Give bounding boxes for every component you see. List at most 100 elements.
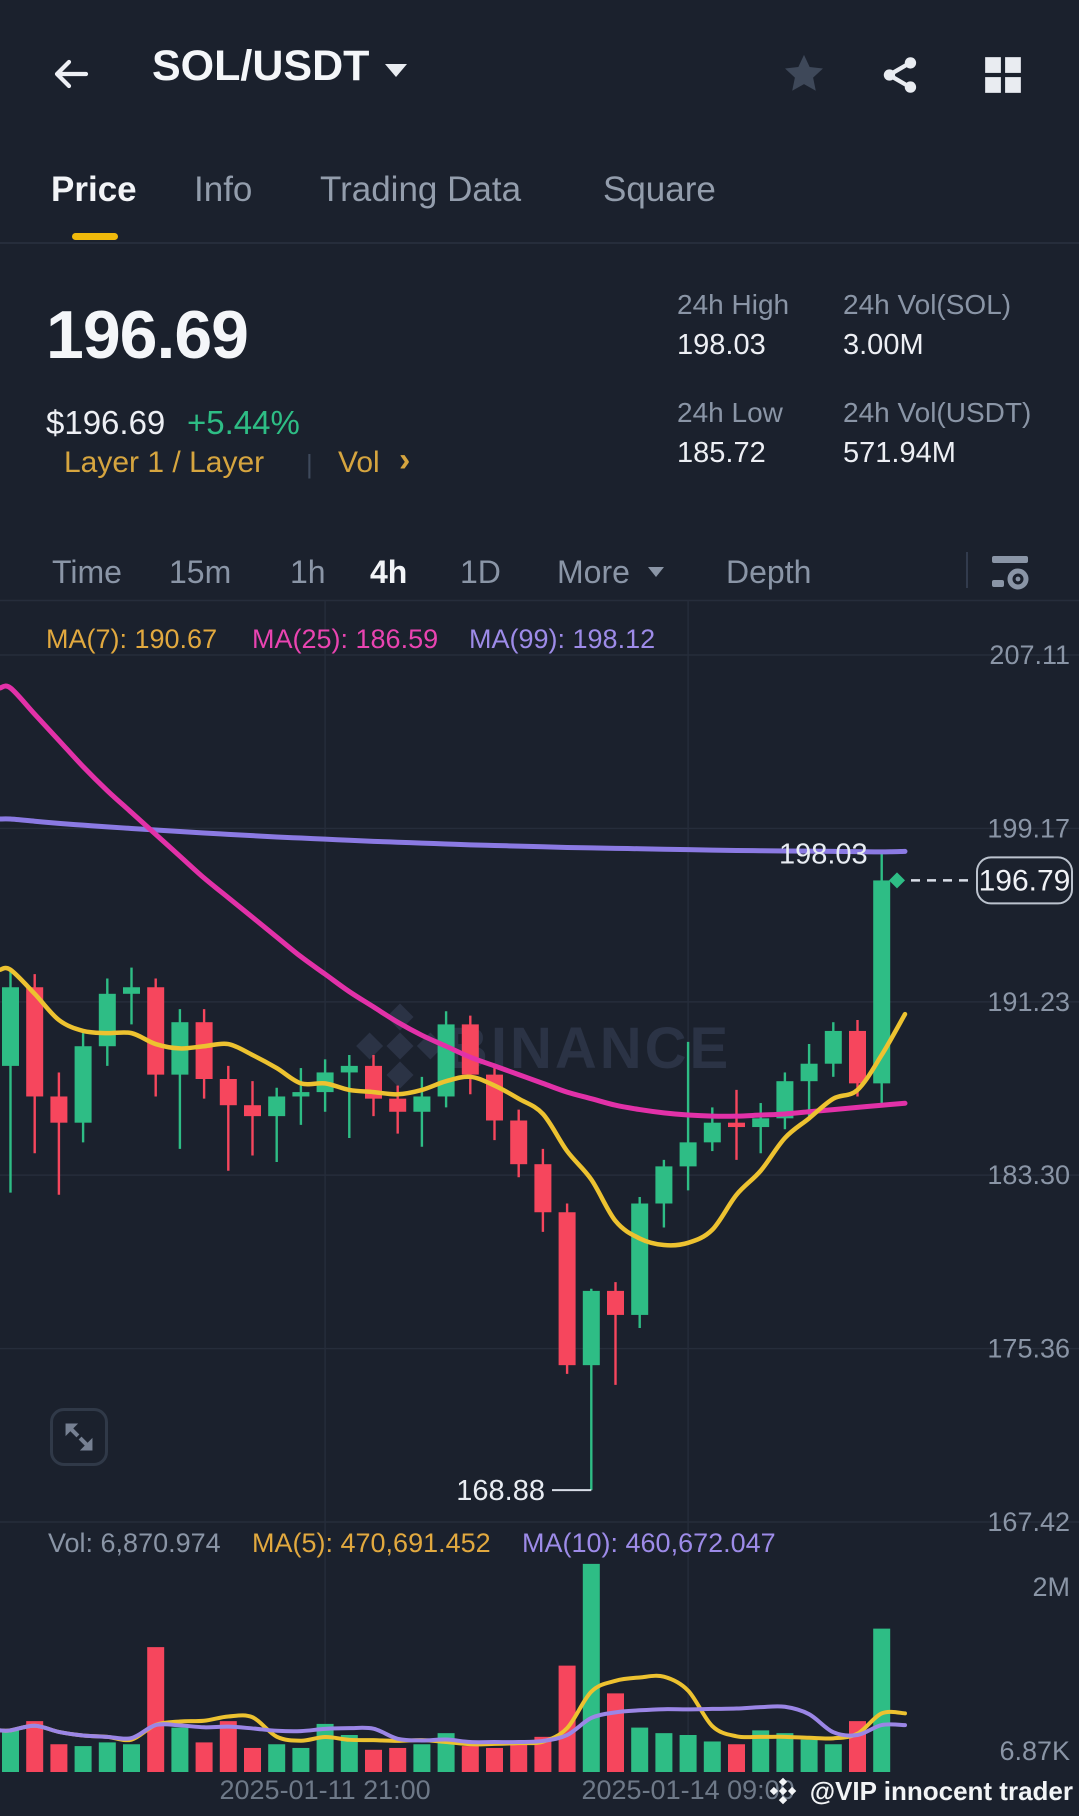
change-percent: +5.44% — [187, 404, 300, 441]
volume-bar — [26, 1721, 44, 1772]
grid-lines — [0, 599, 1079, 1772]
candle — [510, 1120, 528, 1165]
volume-bar — [98, 1742, 116, 1772]
stat-24h-vol-usdt: 24h Vol(USDT) 571.94M — [843, 396, 1073, 470]
volume-bar — [582, 1563, 600, 1772]
legend-vol: Vol: 6,870.974 — [48, 1528, 221, 1558]
chevron-right-icon[interactable]: › — [399, 441, 411, 479]
last-price: 196.69 — [46, 297, 249, 373]
svg-text:207.11: 207.11 — [989, 640, 1070, 670]
back-button[interactable] — [46, 50, 94, 98]
candle — [776, 1081, 794, 1119]
stat-24h-low: 24h Low 185.72 — [677, 396, 907, 470]
interval-time[interactable]: Time — [52, 554, 122, 590]
candle — [582, 1290, 600, 1366]
volume-bar — [171, 1727, 189, 1772]
candles — [2, 853, 891, 1491]
tab-trading-data[interactable]: Trading Data — [320, 170, 522, 209]
volume-bar — [703, 1741, 721, 1772]
active-tab-underline — [72, 233, 118, 240]
candle — [195, 1022, 213, 1079]
candle — [98, 993, 116, 1047]
candle — [74, 1046, 92, 1123]
stat-label: 24h Vol(SOL) — [843, 289, 1012, 320]
markets-grid-button[interactable] — [980, 52, 1026, 98]
volume-bar — [607, 1693, 624, 1772]
svg-text:196.79: 196.79 — [979, 864, 1071, 897]
volume-bar — [776, 1733, 794, 1772]
candle — [558, 1212, 576, 1366]
more-chevron-down-icon[interactable] — [648, 567, 664, 577]
tag-divider: | — [306, 449, 313, 479]
candle — [389, 1098, 407, 1112]
svg-text:183.30: 183.30 — [987, 1160, 1070, 1190]
volume-bar — [123, 1744, 140, 1772]
tab-square[interactable]: Square — [603, 170, 716, 209]
volume-bar — [873, 1628, 891, 1772]
candle — [413, 1096, 431, 1112]
volume-bar — [50, 1744, 68, 1772]
volume-bar — [147, 1647, 165, 1772]
tab-price[interactable]: Price — [51, 170, 137, 209]
svg-text:2025-01-14 09:00: 2025-01-14 09:00 — [582, 1775, 795, 1805]
volume-bar — [74, 1746, 92, 1772]
candle — [873, 880, 891, 1084]
interval-4h[interactable]: 4h — [370, 554, 408, 590]
expand-arrows-icon — [65, 1423, 93, 1451]
svg-text:2025-01-11 21:00: 2025-01-11 21:00 — [220, 1775, 431, 1805]
stat-24h-vol-sol: 24h Vol(SOL) 3.00M — [843, 288, 1073, 362]
interval-1d[interactable]: 1D — [460, 554, 501, 590]
candle — [219, 1078, 237, 1106]
candle — [147, 987, 165, 1075]
indicators-icon — [992, 556, 1029, 590]
candle — [607, 1290, 624, 1315]
volume-bar — [534, 1736, 552, 1772]
pair-title: SOL/USDT — [152, 42, 370, 90]
volume-bar — [219, 1721, 237, 1772]
tabs-divider — [0, 242, 1079, 244]
volume-bar — [824, 1744, 842, 1772]
interval-15m[interactable]: 15m — [169, 554, 232, 590]
volume-bar — [268, 1744, 286, 1772]
credit-text: @VIP innocent trader — [809, 1775, 1073, 1806]
stat-label: 24h High — [677, 289, 790, 320]
volume-bar — [486, 1747, 503, 1772]
candle — [824, 1030, 842, 1064]
indicator-settings-button[interactable] — [988, 550, 1032, 594]
candle — [123, 987, 140, 994]
stat-label: 24h Vol(USDT) — [843, 397, 1032, 428]
stat-value: 198.03 — [677, 329, 766, 361]
candle — [437, 1024, 455, 1097]
depth-button[interactable]: Depth — [726, 554, 812, 590]
stat-value: 571.94M — [843, 437, 956, 469]
candle — [50, 1096, 68, 1123]
candle — [461, 1024, 479, 1075]
volume-bar — [631, 1727, 649, 1772]
volume-bar — [655, 1733, 673, 1772]
svg-text:198.03: 198.03 — [779, 838, 868, 870]
candle — [2, 987, 19, 1066]
fullscreen-expand-button[interactable] — [50, 1408, 108, 1466]
svg-text:191.23: 191.23 — [987, 987, 1070, 1017]
vol-link[interactable]: Vol — [338, 446, 380, 479]
interval-1h[interactable]: 1h — [290, 554, 326, 590]
volume-bar — [195, 1742, 213, 1772]
volume-bar — [244, 1747, 261, 1772]
pair-selector[interactable]: SOL/USDT — [152, 42, 408, 91]
share-button[interactable] — [878, 52, 924, 98]
legend-vol-ma5: MA(5): 470,691.452 — [252, 1528, 491, 1558]
binance-watermark: BINANCE — [356, 1003, 728, 1089]
candle — [26, 987, 44, 1097]
favorite-button[interactable] — [780, 50, 828, 98]
star-icon — [785, 54, 823, 91]
svg-text:167.42: 167.42 — [987, 1507, 1070, 1537]
category-tag-link[interactable]: Layer 1 / Layer — [64, 446, 265, 479]
tab-info[interactable]: Info — [194, 170, 253, 209]
interval-more[interactable]: More — [557, 554, 630, 590]
candle — [752, 1118, 770, 1128]
volume-bar — [679, 1735, 697, 1772]
candle — [340, 1065, 358, 1073]
candle — [268, 1096, 286, 1117]
last-price-box — [976, 856, 1073, 905]
